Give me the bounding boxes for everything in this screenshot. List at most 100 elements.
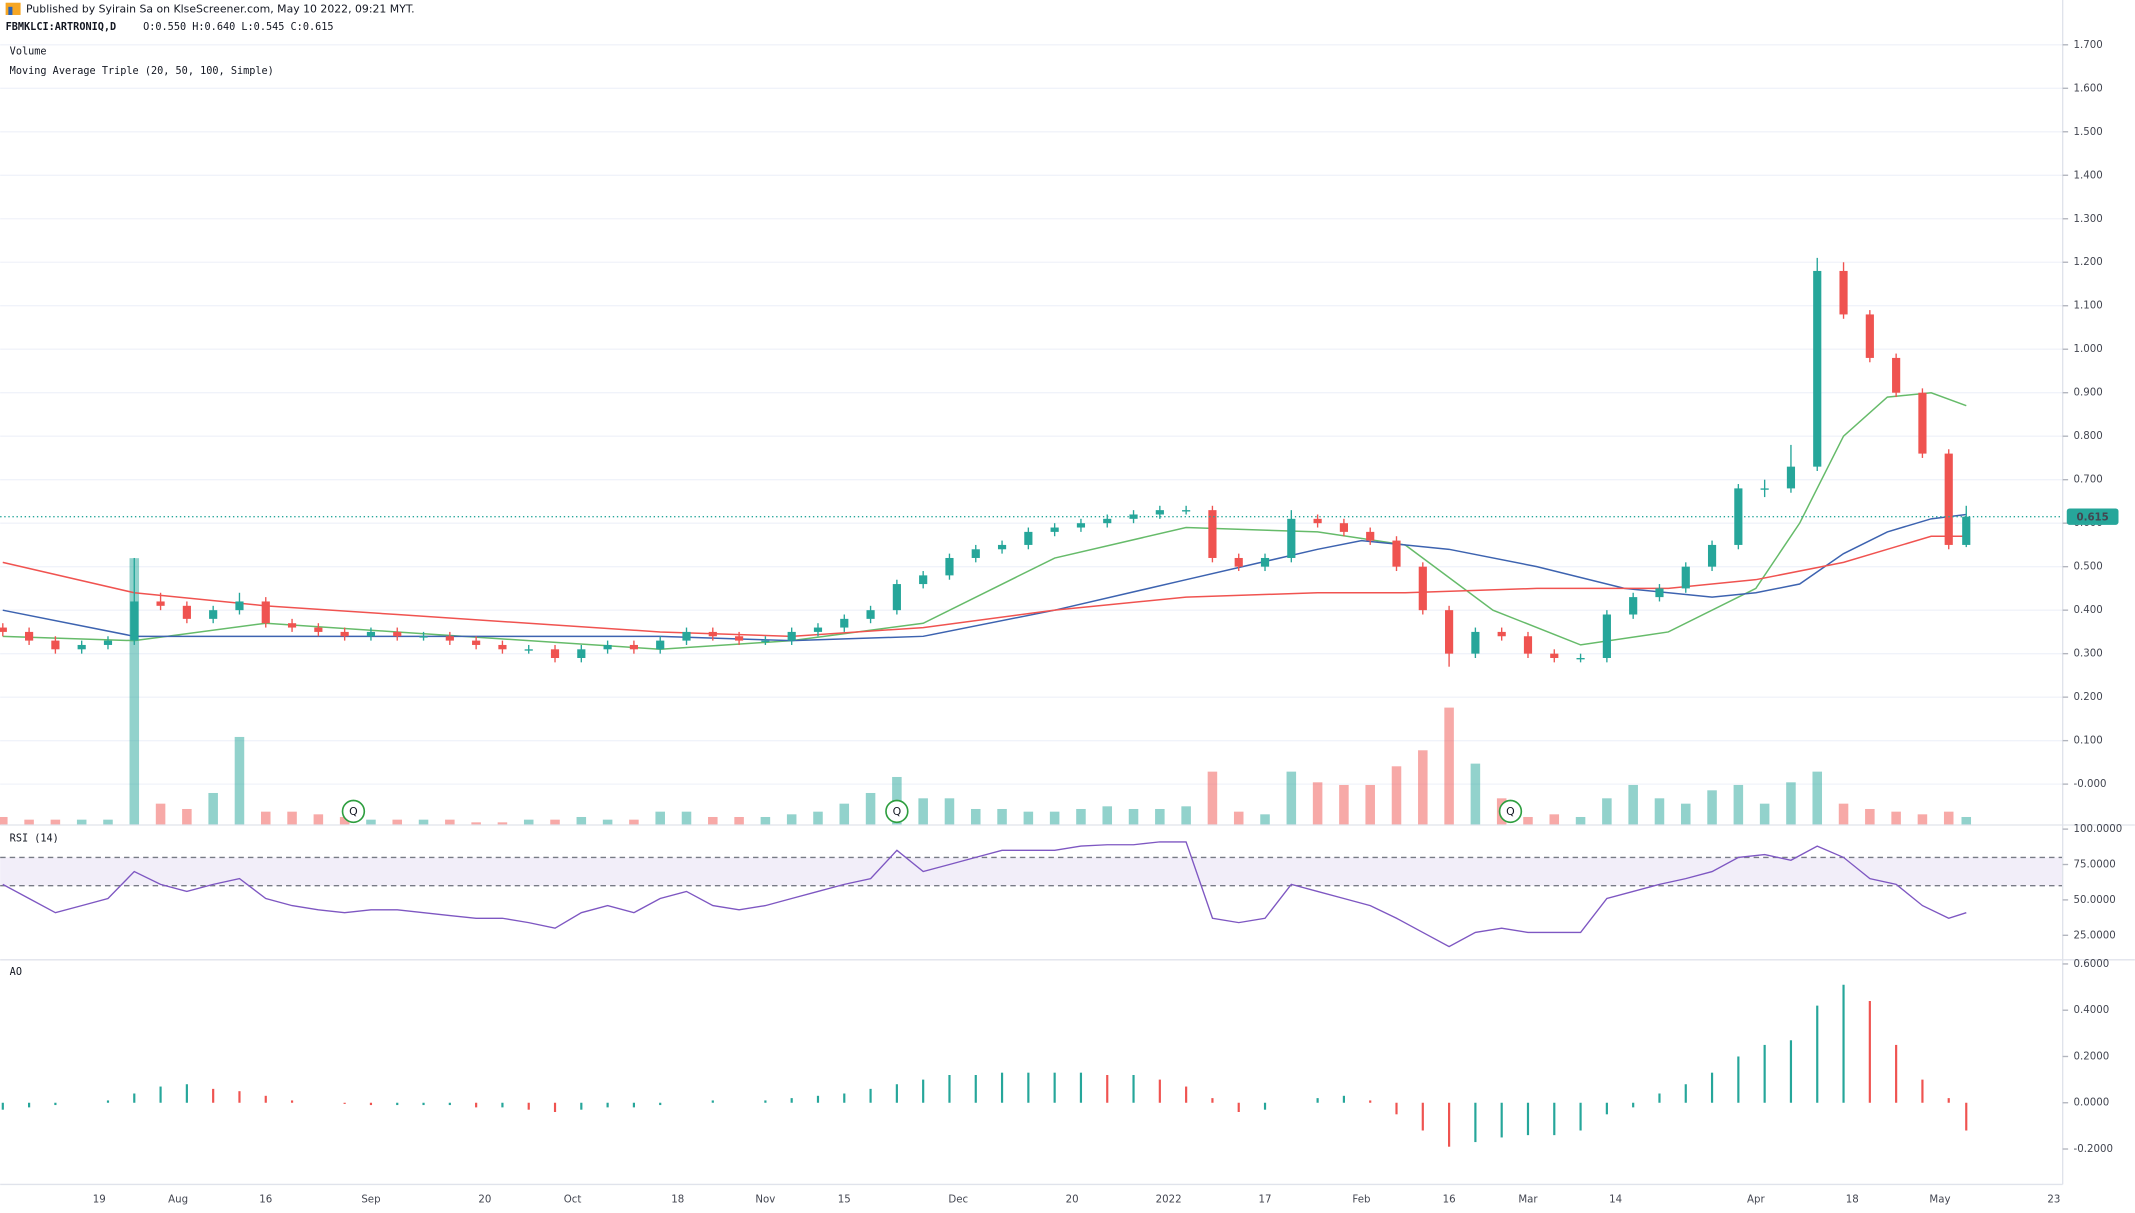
candle-body [656, 640, 665, 650]
candle-body [393, 631, 402, 637]
volume-bar [1286, 771, 1297, 826]
volume-bar [1207, 771, 1218, 826]
volume-bar [1549, 814, 1560, 826]
volume-bar [1891, 811, 1901, 826]
candle-body [603, 644, 612, 650]
candle-body [1339, 523, 1348, 532]
candle-body [314, 627, 323, 632]
volume-bar [366, 819, 376, 826]
volume-bar [1733, 784, 1744, 826]
candle-body [708, 631, 717, 637]
volume-bar [0, 816, 8, 826]
volume-bar [497, 822, 508, 826]
volume-bar [1523, 816, 1533, 826]
volume-bar [1023, 811, 1034, 826]
candle-body [1366, 531, 1375, 541]
volume-bar [1102, 806, 1113, 826]
candle-body [1707, 544, 1717, 567]
volume-bar [1260, 814, 1270, 826]
volume-bar [1128, 808, 1139, 826]
candle-body [1155, 510, 1164, 515]
x-tick-label: Apr [1747, 1194, 1765, 1205]
candle-body [1629, 597, 1638, 615]
y-tick-label: 1.000 [2074, 344, 2103, 355]
volume-bar [1444, 707, 1454, 826]
candle-body [1260, 557, 1270, 567]
candle-body [1550, 653, 1559, 659]
candle-body [366, 631, 376, 637]
candle-body [1418, 566, 1427, 611]
x-tick-label: 17 [1259, 1194, 1272, 1205]
candle-body [1287, 518, 1296, 558]
y-tick-label: 0.700 [2074, 475, 2103, 486]
candle-body [971, 549, 980, 558]
volume-bar [970, 808, 981, 826]
y-tick-label: 0.6000 [2074, 959, 2110, 970]
volume-bar [813, 811, 823, 826]
candle-body [1944, 453, 1953, 545]
volume-bar [734, 816, 744, 826]
candle-body [130, 601, 139, 641]
y-tick-label: 1.500 [2074, 127, 2103, 138]
moving-average [2, 535, 1967, 638]
candle-body [577, 649, 586, 659]
candle-body [1076, 523, 1086, 528]
indicator-label: Moving Average Triple (20, 50, 100, Simp… [10, 66, 274, 77]
ohlc: O:0.550 H:0.640 L:0.545 C:0.615 [143, 22, 333, 33]
x-tick-label: 2022 [1156, 1194, 1182, 1205]
event-marker [341, 799, 366, 824]
candle-body [472, 640, 481, 645]
candle-body [419, 636, 428, 638]
volume-bar [1961, 816, 1972, 826]
volume-bar [708, 816, 718, 826]
volume-bar [103, 819, 113, 826]
y-tick-label: 1.400 [2074, 170, 2103, 181]
moving-average [2, 391, 1967, 650]
x-tick-label: 15 [838, 1194, 851, 1205]
volume-bar [997, 808, 1007, 826]
volume-bar [260, 811, 271, 826]
candle-body [235, 601, 244, 611]
candle-body [1786, 466, 1796, 489]
last-price-tag [2066, 508, 2119, 525]
last-price-label: 0.615 [2076, 512, 2108, 523]
candle-body [1050, 527, 1059, 532]
volume-bar [1707, 790, 1717, 826]
x-tick-label: 18 [1846, 1194, 1859, 1205]
volume-bar [234, 736, 245, 826]
candle-body [51, 640, 60, 650]
x-tick-label: 18 [671, 1194, 684, 1205]
volume-bar [1943, 811, 1954, 826]
volume-bar [681, 811, 692, 826]
volume-bar [1786, 782, 1796, 826]
candle-body [209, 610, 218, 619]
volume-label: Volume [10, 47, 47, 58]
candle-body [25, 631, 34, 641]
volume-bar [1155, 808, 1165, 826]
candle-body [287, 623, 297, 628]
candle-body [1655, 588, 1664, 598]
candle-body [340, 631, 349, 637]
volume-bar [629, 819, 639, 826]
candle-body [1103, 518, 1112, 524]
volume-bar [602, 819, 613, 826]
y-tick-label: 0.100 [2074, 736, 2103, 747]
candle-body [1865, 314, 1874, 358]
volume-bar [1181, 806, 1191, 826]
volume-bar [550, 819, 560, 826]
candle-body [445, 636, 454, 641]
x-tick-label: 16 [1443, 1194, 1456, 1205]
candle-body [1445, 610, 1454, 654]
volume-bar [1365, 784, 1375, 826]
candle-body [840, 618, 849, 628]
x-tick-label: Sep [361, 1194, 380, 1205]
candle-body [1918, 392, 1927, 454]
volume-bar [392, 819, 403, 826]
volume-bar [944, 798, 955, 826]
rsi-title: RSI (14) [10, 834, 59, 845]
candle-body [629, 644, 638, 650]
y-tick-label: 1.100 [2074, 301, 2103, 312]
rsi-band [0, 857, 2063, 886]
x-tick-label: 19 [93, 1194, 106, 1205]
